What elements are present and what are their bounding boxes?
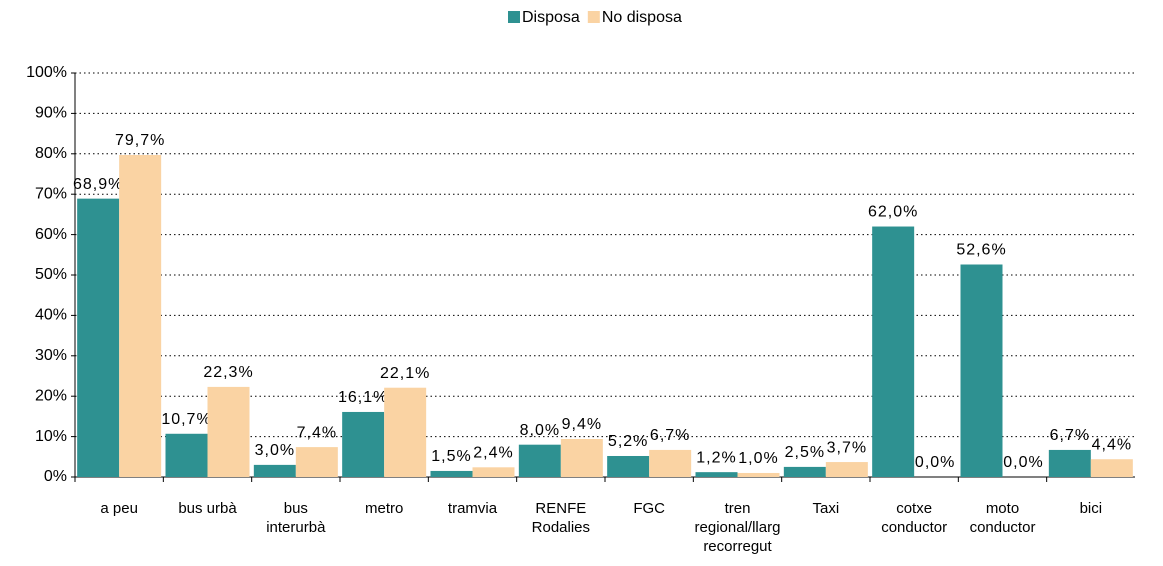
value-label: 0,0%: [1003, 454, 1043, 471]
bar: [783, 466, 826, 477]
x-tick-label: moto conductor: [969, 500, 1036, 536]
bar: [518, 444, 561, 477]
x-tick-label: bus urbà: [178, 500, 237, 517]
y-tick-label: 20%: [35, 387, 67, 404]
bar: [119, 155, 162, 477]
bar: [295, 447, 338, 477]
x-tick-label: bici: [1079, 500, 1103, 517]
value-label: 10,7%: [161, 411, 211, 428]
value-label: 2,5%: [785, 444, 825, 461]
x-tick-label: FGC: [633, 500, 665, 517]
y-tick-label: 30%: [35, 347, 67, 364]
bar: [384, 387, 427, 477]
x-tick-label: bus interurbà: [266, 500, 326, 536]
value-label: 1,5%: [431, 448, 471, 465]
value-label: 6,7%: [1050, 427, 1090, 444]
bar: [77, 198, 120, 478]
bar: [430, 470, 473, 477]
value-label: 1,2%: [696, 449, 736, 466]
x-tick-label: a peu: [100, 500, 138, 517]
value-label: 22,1%: [380, 365, 430, 382]
legend-label: No disposa: [602, 9, 682, 26]
bar: [207, 386, 250, 477]
value-label: 2,4%: [473, 445, 513, 462]
value-label: 7,4%: [297, 424, 337, 441]
y-tick-label: 70%: [35, 185, 67, 202]
x-tick-label: metro: [364, 500, 404, 517]
bar: [253, 464, 296, 477]
bar: [1090, 459, 1133, 477]
bar: [607, 455, 650, 477]
legend-label: Disposa: [522, 9, 580, 26]
value-label: 68,9%: [73, 176, 123, 193]
value-label: 4,4%: [1092, 436, 1132, 453]
value-label: 8,0%: [520, 422, 560, 439]
value-label: 52,6%: [956, 242, 1006, 259]
y-tick-label: 100%: [26, 64, 67, 81]
value-label: 5,2%: [608, 433, 648, 450]
bar: [872, 226, 915, 477]
value-label: 3,7%: [827, 439, 867, 456]
legend-swatch: [587, 11, 600, 23]
bar: [825, 462, 868, 477]
y-tick-label: 60%: [35, 226, 67, 243]
legend-swatch: [508, 11, 520, 23]
x-tick-label: Taxi: [812, 500, 840, 517]
y-tick-label: 80%: [35, 145, 67, 162]
bar: [695, 472, 738, 477]
bar: [165, 433, 208, 477]
bar: [1048, 449, 1091, 477]
value-label: 62,0%: [868, 204, 918, 221]
value-label: 79,7%: [115, 132, 165, 149]
y-tick-label: 0%: [44, 468, 67, 485]
value-label: 22,3%: [203, 364, 253, 381]
y-tick-label: 50%: [35, 266, 67, 283]
bar: [737, 472, 780, 477]
value-label: 3,0%: [255, 442, 295, 459]
value-label: 6,7%: [650, 427, 690, 444]
y-tick-label: 40%: [35, 307, 67, 324]
y-tick-label: 90%: [35, 105, 67, 122]
y-tick-label: 10%: [35, 428, 67, 445]
value-label: 16,1%: [338, 389, 388, 406]
bar: [649, 449, 692, 477]
bar: [342, 411, 385, 477]
x-tick-label: tramvia: [447, 500, 498, 517]
value-label: 0,0%: [915, 454, 955, 471]
x-tick-label: cotxe conductor: [881, 500, 948, 536]
x-tick-label: RENFE Rodalies: [531, 500, 591, 536]
bar: [560, 439, 603, 477]
x-tick-label: tren regional/llarg recorregut: [694, 500, 781, 555]
bar: [960, 264, 1003, 477]
value-label: 9,4%: [562, 416, 602, 433]
bar: [472, 467, 515, 477]
value-label: 1,0%: [738, 450, 778, 467]
